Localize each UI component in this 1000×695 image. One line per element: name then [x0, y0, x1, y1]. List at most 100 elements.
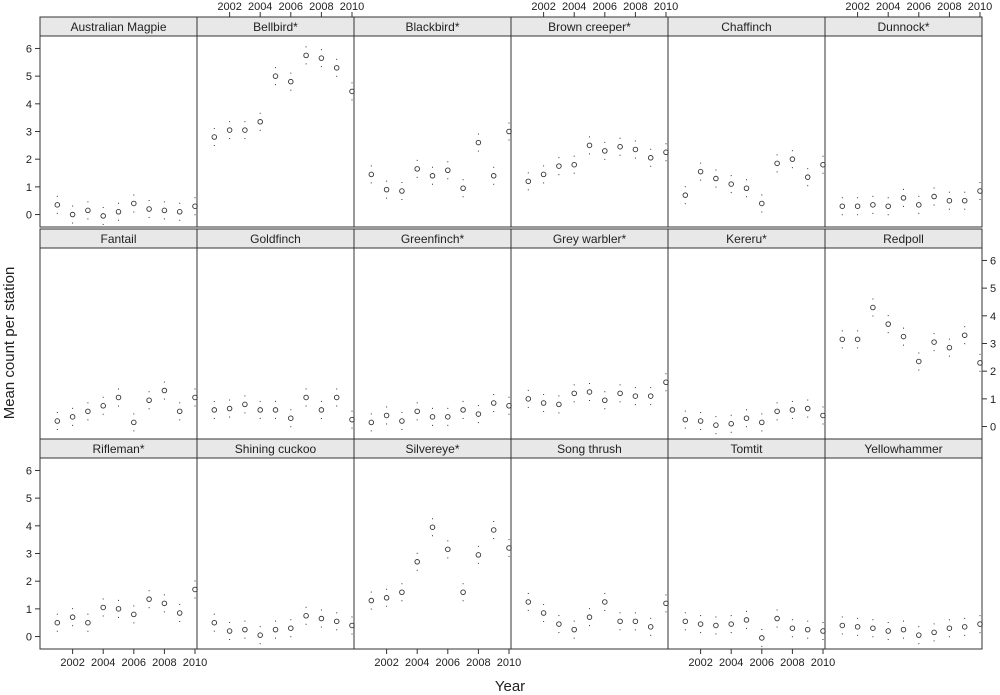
data-point	[242, 626, 248, 633]
panel-border	[39, 228, 198, 440]
data-point	[226, 127, 233, 133]
panel-border	[824, 438, 983, 650]
x-tick-label: 2008	[152, 657, 176, 669]
data-point	[176, 209, 183, 215]
y-tick-label: 0	[26, 632, 32, 644]
x-tick-label: 2006	[436, 657, 460, 669]
data-point	[176, 610, 183, 616]
panel: Silvereye*	[353, 438, 512, 650]
panel-border	[667, 16, 826, 228]
data-point	[303, 52, 309, 59]
y-tick-label: 5	[26, 71, 32, 83]
data-point	[556, 163, 562, 169]
y-tick-label: 0	[26, 210, 32, 222]
data-point	[774, 408, 780, 415]
data-point	[445, 546, 451, 553]
data-point	[490, 173, 497, 179]
panel: Chaffinch	[667, 16, 826, 228]
data-point	[977, 360, 983, 366]
data-point	[571, 626, 577, 633]
data-point	[318, 615, 325, 622]
data-point	[728, 621, 734, 627]
data-point	[870, 202, 876, 208]
x-tick-label: 2008	[466, 657, 490, 669]
data-point	[288, 625, 294, 631]
panel-border	[353, 438, 512, 650]
data-point	[54, 202, 61, 208]
data-point	[900, 333, 907, 340]
y-tick-label: 0	[990, 422, 996, 434]
data-point	[931, 193, 937, 200]
data-point	[540, 610, 547, 616]
x-tick-label: 2002	[374, 657, 398, 669]
data-point	[383, 186, 390, 193]
x-tick-label: 2006	[279, 1, 303, 13]
data-point	[697, 168, 704, 175]
data-point	[303, 613, 309, 619]
x-tick-label: 2010	[968, 1, 992, 13]
data-point	[54, 418, 61, 424]
x-tick-label: 2010	[183, 657, 207, 669]
data-point	[977, 188, 983, 194]
x-tick-label: 2010	[497, 657, 521, 669]
data-point	[303, 394, 309, 401]
data-point	[586, 614, 593, 620]
panel-border	[353, 228, 512, 440]
data-point	[69, 211, 76, 218]
x-tick-label: 2008	[309, 1, 333, 13]
data-point	[460, 407, 466, 413]
x-tick-label: 2006	[907, 1, 931, 13]
data-point	[176, 408, 183, 415]
data-point	[100, 213, 106, 219]
panel-title: Tomtit	[730, 442, 763, 456]
data-point	[916, 632, 922, 638]
data-point	[146, 206, 152, 212]
panel-title: Song thrush	[557, 442, 622, 456]
data-point	[617, 143, 623, 150]
data-point	[900, 626, 907, 633]
panel: Yellowhammer	[824, 438, 983, 650]
panel: Redpoll	[824, 228, 983, 440]
data-point	[713, 422, 719, 428]
y-tick-label: 2	[990, 366, 996, 378]
panel-title: Silvereye*	[405, 442, 459, 456]
data-point	[257, 119, 263, 125]
panel: Goldfinch	[196, 228, 355, 440]
data-point	[333, 394, 340, 401]
axes-layer: 0 1 2 3 4 5 6 0 1 2 3 4 5 6 0 1 2 3 4 5 6 2002 2004 2006 2008 201…	[26, 1, 996, 669]
data-point	[713, 175, 719, 182]
data-point	[759, 635, 765, 641]
data-point	[885, 321, 891, 327]
panel-border	[510, 228, 669, 440]
data-point	[632, 146, 639, 153]
data-point	[69, 614, 76, 620]
data-point	[333, 618, 340, 625]
panel-title: Kereru*	[726, 232, 767, 246]
data-point	[161, 387, 168, 394]
data-point	[318, 55, 325, 61]
data-point	[475, 411, 482, 417]
panel-border	[196, 16, 355, 228]
data-point	[946, 197, 953, 204]
panel-border	[196, 438, 355, 650]
data-point	[490, 400, 497, 406]
y-tick-label: 4	[26, 521, 32, 533]
data-point	[525, 178, 532, 185]
data-point	[556, 621, 562, 627]
panel-border	[824, 16, 983, 228]
data-point	[759, 419, 765, 426]
data-point	[100, 604, 106, 611]
data-point	[804, 174, 811, 180]
data-point	[490, 527, 497, 533]
data-point	[429, 173, 436, 179]
panel-title: Bellbird*	[253, 20, 298, 34]
panel-title: Rifleman*	[92, 442, 144, 456]
data-point	[69, 414, 76, 420]
data-point	[759, 200, 765, 207]
data-point	[368, 419, 375, 426]
data-point	[414, 408, 420, 415]
data-point	[743, 617, 750, 623]
y-tick-label: 3	[26, 549, 32, 561]
data-point	[789, 625, 796, 631]
data-point	[399, 589, 405, 596]
